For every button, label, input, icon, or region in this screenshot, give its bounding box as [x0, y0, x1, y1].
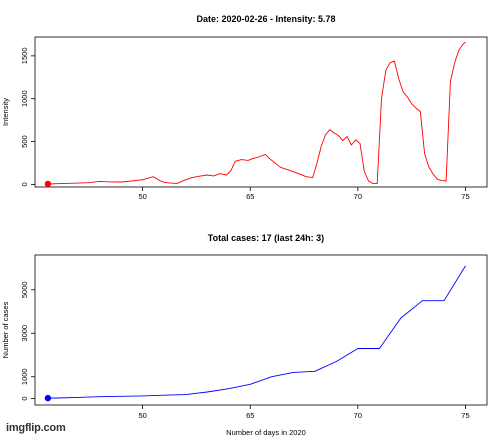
current-point-marker: [44, 394, 52, 402]
x-tick-label: 65: [246, 192, 254, 201]
x-tick-label: 75: [461, 192, 469, 201]
y-axis-label: Number of cases: [1, 301, 10, 358]
x-tick-label: 70: [354, 411, 362, 420]
y-tick-label: 1000: [20, 90, 29, 107]
y-tick-label: 0: [20, 396, 29, 400]
x-tick-label: 70: [354, 192, 362, 201]
chart-title: Date: 2020-02-26 - Intensity: 5.78: [196, 14, 335, 24]
chart-panel-2: Total cases: 17 (last 24h: 3) Number of c…: [1, 233, 488, 437]
y-tick-label: 5000: [20, 281, 29, 298]
current-point-marker: [44, 180, 52, 188]
chart-panel-1: Date: 2020-02-26 - Intensity: 5.78 Intens…: [1, 14, 488, 201]
x-tick-label: 50: [138, 411, 146, 420]
y-tick-label: 1000: [20, 368, 29, 385]
x-axis-label: Number of days in 2020: [226, 428, 306, 437]
y-tick-label: 3000: [20, 325, 29, 342]
y-tick-label: 1500: [20, 48, 29, 65]
y-axis-label: Intensity: [1, 98, 10, 126]
chart-title: Total cases: 17 (last 24h: 3): [208, 233, 324, 243]
y-tick-label: 500: [20, 135, 29, 148]
x-tick-label: 65: [246, 411, 254, 420]
plot-frame: [34, 36, 488, 188]
watermark-logo: imgflip.com: [2, 420, 70, 436]
x-tick-label: 50: [138, 192, 146, 201]
series-line-1: [47, 265, 466, 399]
x-tick-label: 75: [461, 411, 469, 420]
y-tick-label: 0: [20, 182, 29, 186]
plot-frame: [34, 254, 488, 406]
series-line-1: [47, 41, 466, 185]
